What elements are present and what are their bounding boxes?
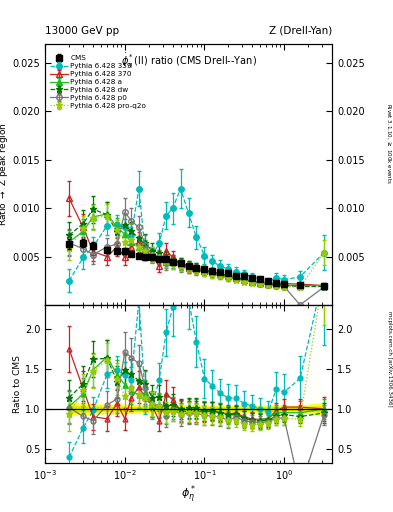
Text: Rivet 3.1.10, $\geq$ 100k events: Rivet 3.1.10, $\geq$ 100k events — [385, 103, 392, 184]
Text: 13000 GeV pp: 13000 GeV pp — [45, 26, 119, 36]
Text: Z (Drell-Yan): Z (Drell-Yan) — [269, 26, 332, 36]
Y-axis label: Ratio $\to$ Z peak region: Ratio $\to$ Z peak region — [0, 122, 10, 226]
Y-axis label: Ratio to CMS: Ratio to CMS — [13, 355, 22, 413]
Legend: CMS, Pythia 6.428 359, Pythia 6.428 370, Pythia 6.428 a, Pythia 6.428 dw, Pythia: CMS, Pythia 6.428 359, Pythia 6.428 370,… — [48, 54, 148, 110]
Text: $\dot{\phi}^*_\eta$(ll) ratio (CMS Drell--Yan): $\dot{\phi}^*_\eta$(ll) ratio (CMS Drell… — [121, 51, 257, 70]
Text: mcplots.cern.ch [arXiv:1306.3436]: mcplots.cern.ch [arXiv:1306.3436] — [387, 311, 392, 406]
X-axis label: $\phi^*_\eta$: $\phi^*_\eta$ — [181, 483, 196, 506]
